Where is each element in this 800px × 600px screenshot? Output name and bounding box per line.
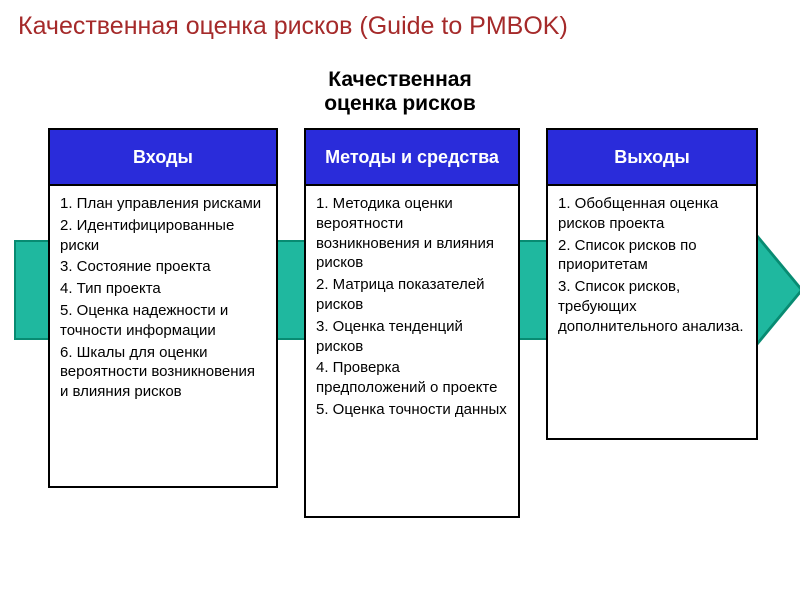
list-item: 2. Список рисков по приоритетам	[558, 236, 746, 276]
list-item: 1. План управления рисками	[60, 194, 266, 214]
list-item: 5. Оценка надежности и точности информац…	[60, 301, 266, 341]
list-item: 4. Проверка предположений о проекте	[316, 358, 508, 398]
list-item: 3. Оценка тенденций рисков	[316, 317, 508, 357]
list-item: 3. Список рисков, требующих дополнительн…	[558, 277, 746, 336]
columns-container: Входы 1. План управления рисками 2. Иден…	[48, 128, 758, 518]
list-item: 2. Идентифицированные риски	[60, 216, 266, 256]
column-header-inputs: Входы	[50, 130, 276, 186]
column-methods: Методы и средства 1. Методика оценки вер…	[304, 128, 520, 518]
diagram-subtitle: Качественная оценка рисков	[0, 68, 800, 116]
column-inputs: Входы 1. План управления рисками 2. Иден…	[48, 128, 278, 488]
column-body-inputs: 1. План управления рисками 2. Идентифици…	[50, 186, 276, 486]
subtitle-line-1: Качественная	[328, 68, 471, 91]
list-item: 6. Шкалы для оценки вероятности возникно…	[60, 343, 266, 402]
list-item: 4. Тип проекта	[60, 279, 266, 299]
column-body-methods: 1. Методика оценки вероятности возникнов…	[306, 186, 518, 516]
column-outputs: Выходы 1. Обобщенная оценка рисков проек…	[546, 128, 758, 440]
column-body-outputs: 1. Обобщенная оценка рисков проекта 2. С…	[548, 186, 756, 438]
list-item: 1. Обобщенная оценка рисков проекта	[558, 194, 746, 234]
list-item: 5. Оценка точности данных	[316, 400, 508, 420]
list-item: 3. Состояние проекта	[60, 257, 266, 277]
list-item: 1. Методика оценки вероятности возникнов…	[316, 194, 508, 273]
column-header-outputs: Выходы	[548, 130, 756, 186]
subtitle-line-2: оценка рисков	[324, 92, 476, 115]
page-title: Качественная оценка рисков (Guide to PMB…	[18, 12, 568, 41]
list-item: 2. Матрица показателей рисков	[316, 275, 508, 315]
column-header-methods: Методы и средства	[306, 130, 518, 186]
